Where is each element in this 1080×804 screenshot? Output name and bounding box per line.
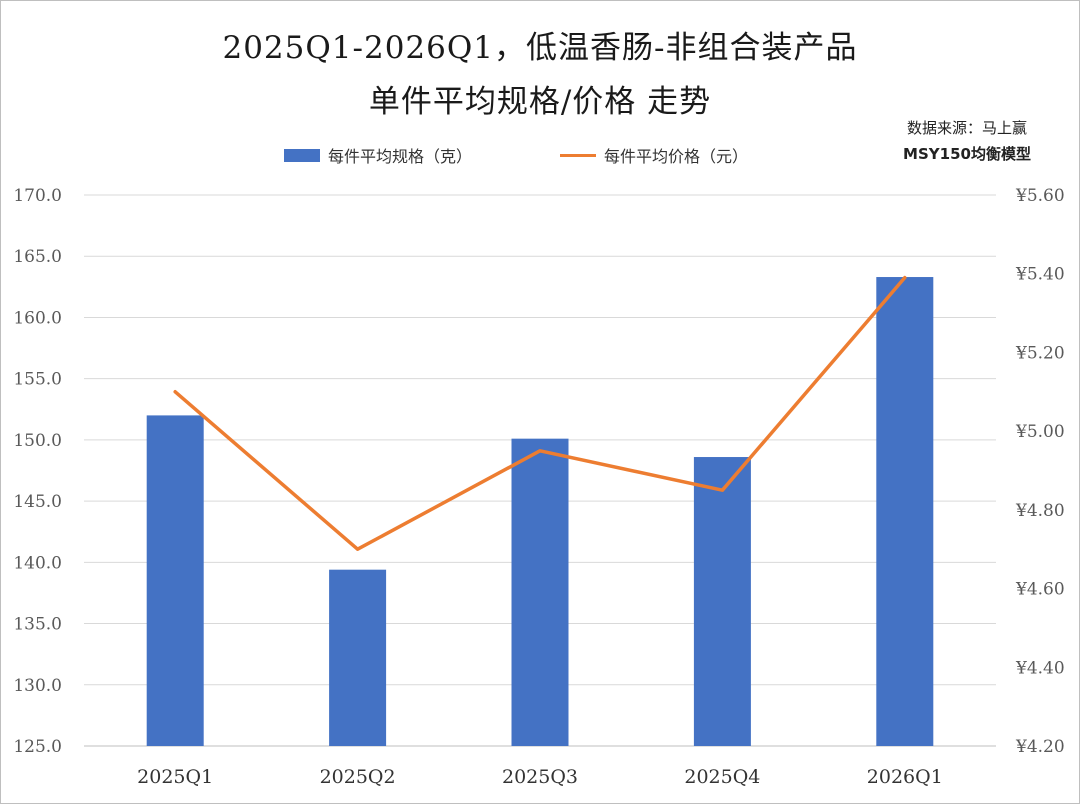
y-right-tick-label: ¥4.40 [1015, 658, 1065, 678]
y-left-tick-label: 155.0 [13, 370, 62, 390]
y-left-tick-label: 145.0 [13, 492, 62, 512]
y-left-tick-label: 140.0 [13, 553, 62, 573]
x-tick-label: 2026Q1 [867, 766, 943, 788]
line-point-price [173, 390, 177, 394]
chart-title-line2: 单件平均规格/价格 走势 [368, 84, 712, 120]
legend-label-price: 每件平均价格（元） [604, 147, 749, 166]
bar-size [329, 569, 387, 746]
y-left-tick-label: 165.0 [13, 247, 62, 267]
chart-title-line1: 2025Q1-2026Q1，低温香肠-非组合装产品 [222, 30, 858, 66]
x-tick-label: 2025Q1 [137, 766, 213, 788]
line-point-price [903, 276, 907, 280]
legend-bar-swatch [284, 148, 320, 162]
x-tick-label: 2025Q2 [320, 766, 396, 788]
y-right-tick-label: ¥5.40 [1015, 265, 1065, 285]
x-tick-label: 2025Q3 [502, 766, 578, 788]
bar-size [693, 457, 751, 746]
bar-size [146, 415, 204, 746]
y-left-tick-label: 135.0 [13, 615, 62, 635]
legend-line-swatch [560, 153, 596, 157]
legend-item-price: 每件平均价格（元） [560, 145, 749, 166]
legend-item-size: 每件平均规格（克） [284, 145, 473, 166]
y-right-tick-label: ¥4.20 [1015, 737, 1065, 757]
source-note: 数据来源：马上赢 [906, 119, 1027, 137]
line-point-price [538, 449, 542, 453]
line-point-price [720, 488, 724, 492]
x-tick-label: 2025Q4 [684, 766, 760, 788]
y-right-tick-label: ¥5.20 [1015, 343, 1065, 363]
y-left-tick-label: 150.0 [13, 431, 62, 451]
bar-size [876, 277, 934, 746]
y-right-tick-label: ¥4.80 [1015, 501, 1065, 521]
y-left-tick-label: 130.0 [13, 676, 62, 696]
line-point-price [356, 547, 360, 551]
y-right-tick-label: ¥5.60 [1015, 186, 1065, 206]
bar-size [511, 438, 569, 746]
y-left-tick-label: 160.0 [13, 308, 62, 328]
legend-label-size: 每件平均规格（克） [328, 147, 473, 166]
y-right-tick-label: ¥5.00 [1015, 422, 1065, 442]
y-left-tick-label: 170.0 [13, 186, 62, 206]
source-model: MSY150均衡模型 [903, 145, 1031, 163]
y-right-tick-label: ¥4.60 [1015, 580, 1065, 600]
y-left-tick-label: 125.0 [13, 737, 62, 757]
